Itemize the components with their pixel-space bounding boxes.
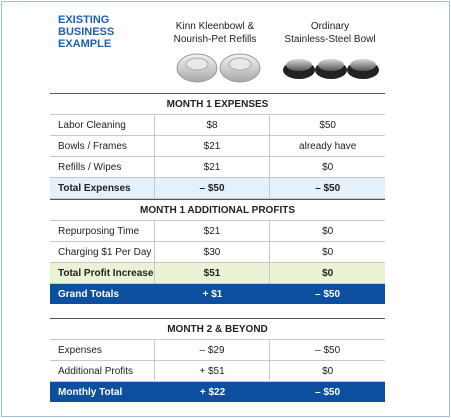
steel-bowl — [347, 59, 379, 79]
cell: Refills / Wipes — [50, 157, 155, 177]
cell: $0 — [322, 225, 334, 237]
title: EXISTING BUSINESS EXAMPLE — [58, 14, 114, 50]
table-row: Bowls / Frames $21 already have — [50, 136, 385, 157]
grand-total-row: Grand Totals + $1 – $50 — [50, 284, 385, 304]
steel-bowl — [315, 59, 347, 79]
column-header-line: Ordinary — [310, 21, 350, 32]
cell: $50 — [319, 119, 336, 131]
column-header-line: Nourish-Pet Refills — [173, 34, 257, 45]
steel-bowl — [283, 59, 315, 79]
cell: $30 — [155, 242, 271, 262]
section-header: MONTH 1 ADDITIONAL PROFITS — [50, 199, 385, 221]
cell: already have — [299, 140, 357, 152]
cell: $21 — [155, 157, 271, 177]
cell: $0 — [322, 267, 334, 279]
cell: $51 — [155, 263, 271, 283]
cell: $21 — [155, 136, 271, 156]
column-header: Kinn Kleenbowl & Nourish-Pet Refills — [155, 20, 275, 46]
title-line: BUSINESS — [58, 26, 115, 38]
cell: – $50 — [315, 182, 341, 194]
table-row: Repurposing Time $21 $0 — [50, 221, 385, 242]
subtotal-row: Total Profit Increase $51 $0 — [50, 263, 385, 284]
cell: Labor Cleaning — [50, 115, 155, 135]
grand-total-row: Monthly Total + $22 – $50 — [50, 382, 385, 402]
column-header-line: Stainless-Steel Bowl — [284, 34, 376, 45]
column-header: Ordinary Stainless-Steel Bowl — [270, 20, 390, 46]
spacer — [50, 304, 385, 318]
cell: $21 — [155, 221, 271, 241]
column-header-line: Kinn Kleenbowl & — [175, 21, 255, 32]
table-row: Labor Cleaning $8 $50 — [50, 115, 385, 136]
cell: + $51 — [155, 361, 271, 381]
cell: – $50 — [314, 386, 341, 398]
title-line: EXAMPLE — [58, 38, 112, 50]
table-row: Refills / Wipes $21 $0 — [50, 157, 385, 178]
subtotal-row: Total Expenses – $50– $50 — [50, 178, 385, 199]
comparison-table: MONTH 1 EXPENSES Labor Cleaning $8 $50 Bowls… — [50, 93, 385, 402]
section-header: MONTH 1 EXPENSES — [50, 93, 385, 115]
cell: Charging $1 Per Day — [50, 242, 155, 262]
cell: – $50 — [315, 344, 341, 356]
table-row: Charging $1 Per Day $30 $0 — [50, 242, 385, 263]
table-row: Expenses – $29 – $50 — [50, 340, 385, 361]
cell: Repurposing Time — [50, 221, 155, 241]
cell: Expenses — [50, 340, 155, 360]
cell: Total Profit Increase — [50, 263, 155, 283]
cell: $0 — [322, 246, 334, 258]
bowl-images — [176, 53, 379, 83]
cell: Bowls / Frames — [50, 136, 155, 156]
cell: Additional Profits — [50, 361, 155, 381]
cell: – $29 — [155, 340, 271, 360]
cell: $0 — [322, 365, 334, 377]
kinn-bowl — [219, 53, 261, 83]
cell: Total Expenses — [50, 178, 155, 198]
cell: Grand Totals — [58, 288, 119, 300]
title-line: EXISTING — [58, 14, 110, 26]
table-row: Additional Profits + $51 $0 — [50, 361, 385, 382]
cell: $0 — [322, 161, 334, 173]
cell: $8 — [155, 115, 271, 135]
cell: + $22 — [199, 386, 226, 398]
cell: – $50 — [314, 288, 341, 300]
cell: + $1 — [202, 288, 223, 300]
cell: – $50 — [155, 178, 271, 198]
section-header: MONTH 2 & BEYOND — [50, 318, 385, 340]
cell: Monthly Total — [58, 386, 123, 398]
kinn-bowl — [176, 53, 218, 83]
